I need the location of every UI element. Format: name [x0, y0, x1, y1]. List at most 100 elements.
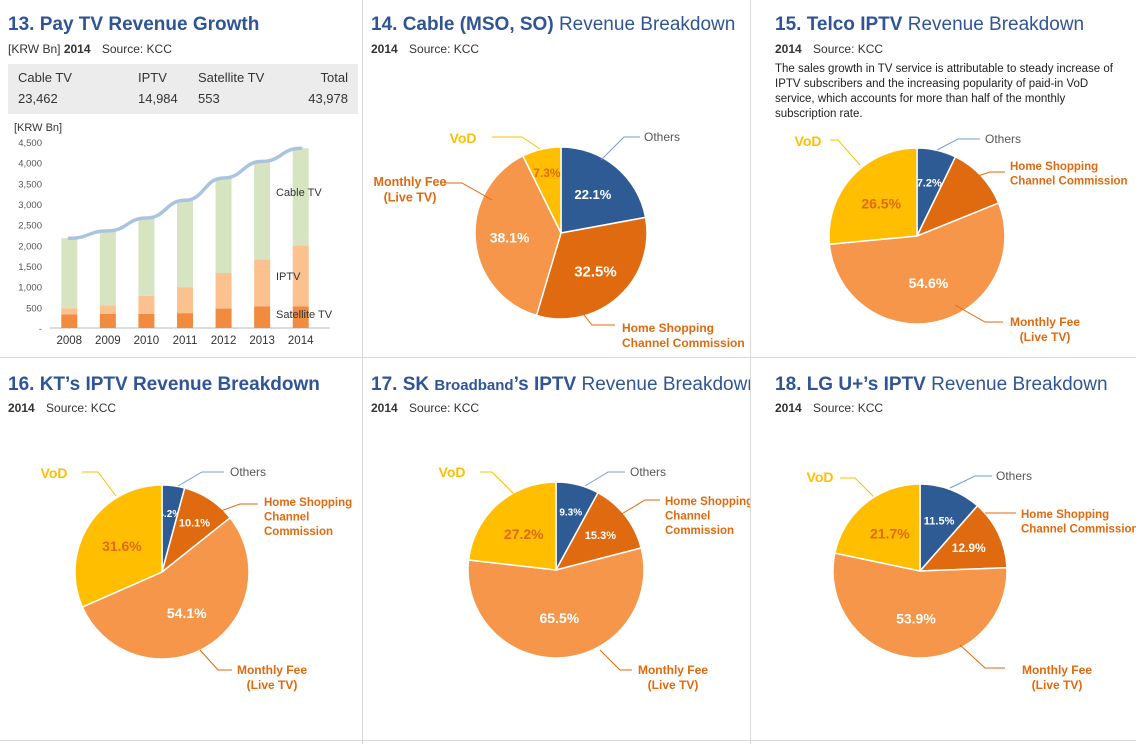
panel-lgu-breakdown: 18. LG U+’s IPTV Revenue Breakdown 2014 …: [751, 358, 1136, 740]
pie-slice-home: [535, 216, 648, 320]
summary-value-iptv: 14,984: [138, 91, 178, 106]
summary-header-satellite: Satellite TV: [198, 70, 265, 85]
callout-leader-line: [177, 471, 224, 487]
y-tick-label: 1,500: [18, 262, 42, 273]
divider-h1: [0, 357, 1136, 358]
unit-label: [KRW Bn]: [8, 42, 61, 56]
callout-leader-line: [959, 644, 1005, 669]
pie-data-label: 38.1%: [490, 229, 530, 245]
callout-leader-line: [949, 475, 992, 489]
pie-slice-monthly: [828, 202, 1006, 325]
panel-kt-breakdown: 16. KT’s IPTV Revenue Breakdown 2014 Sou…: [0, 358, 362, 740]
callout-leader-line: [600, 136, 640, 161]
pie-slice-vod: [74, 484, 163, 609]
callout-leader-line: [936, 138, 980, 151]
panel-title: 13. Pay TV Revenue Growth: [8, 14, 260, 35]
callout-label: (Live TV): [247, 678, 298, 692]
series-label: Satellite TV: [276, 309, 333, 321]
panel-title: 17. SK Broadband’s IPTV Revenue Breakdow…: [371, 374, 750, 395]
pie-slice-monthly: [467, 547, 645, 659]
callout-label: Channel: [665, 511, 710, 523]
panel-telco-iptv-breakdown: 15. Telco IPTV Revenue Breakdown 2014 So…: [751, 0, 1136, 357]
y-tick-label: 3,000: [18, 200, 42, 211]
callout-leader-line: [492, 136, 541, 150]
callout-label: Channel Commission: [1021, 524, 1136, 536]
pie-slice-vod: [521, 146, 562, 234]
callout-label: Others: [630, 465, 666, 479]
bar-segment-satellite-tv: [292, 306, 309, 328]
panel-title: 18. LG U+’s IPTV Revenue Breakdown: [775, 374, 1108, 395]
pie-data-label: 7.2%: [917, 178, 942, 190]
pie-data-label: 15.3%: [585, 530, 616, 542]
pie-data-label: 54.6%: [909, 275, 949, 291]
callout-leader-line: [954, 304, 1003, 323]
pie-slice-vod: [828, 147, 918, 246]
callout-leader-line: [199, 649, 232, 671]
pie-slice-vod: [833, 483, 921, 572]
pie-slice-vod: [467, 481, 557, 571]
bar-segment-iptv: [292, 245, 309, 307]
callout-label: (Live TV): [384, 191, 437, 205]
panel-title: 14. Cable (MSO, SO) Revenue Breakdown: [371, 14, 736, 35]
pie-data-label: 32.5%: [574, 264, 617, 281]
bar-segment-iptv: [99, 305, 116, 314]
callout-leader-line: [217, 503, 258, 513]
summary-value-cable: 23,462: [18, 91, 58, 106]
callout-label: Monthly Fee: [638, 663, 708, 677]
bar-segment-iptv: [254, 259, 271, 307]
y-tick-label: 2,500: [18, 221, 42, 232]
callout-label: Others: [996, 469, 1032, 483]
y-tick-label: 2,000: [18, 241, 42, 252]
source-label: Source: KCC: [409, 401, 480, 415]
pie-chart-lgu: 11.5% 12.9% 53.9% 21.7% Others Home Shopping C…: [807, 469, 1136, 692]
x-tick-label: 2008: [56, 335, 82, 347]
panel-sk-breakdown: 17. SK Broadband’s IPTV Revenue Breakdow…: [363, 358, 750, 740]
callout-label: Monthly Fee: [1022, 663, 1092, 677]
y-tick-label: 3,500: [18, 179, 42, 190]
bar-segment-cable-tv: [177, 200, 193, 288]
pie-data-label: 11.5%: [924, 515, 955, 527]
pie-slice-monthly: [81, 516, 250, 660]
callout-label: Home Shopping: [622, 321, 714, 335]
panel-cable-breakdown: 14. Cable (MSO, SO) Revenue Breakdown 20…: [363, 0, 750, 357]
bar-segment-cable-tv: [99, 230, 116, 306]
panel-subtitle: [KRW Bn] 2014 Source: KCC: [8, 42, 172, 56]
bar-segment-satellite-tv: [61, 314, 78, 328]
year-label: 2014: [775, 42, 802, 56]
pie-data-label: 54.1%: [167, 605, 207, 621]
bar-segment-iptv: [177, 287, 193, 314]
summary-header-cable: Cable TV: [18, 70, 72, 85]
pie-chart-telco: 7.2% 11.7% 54.6% 26.5% Others Home Shopping Ch…: [795, 132, 1128, 344]
bar-segment-satellite-tv: [254, 306, 271, 328]
bar-segment-satellite-tv: [215, 308, 232, 328]
divider-v1: [362, 0, 363, 744]
callout-label: Home Shopping: [264, 497, 352, 509]
pie-data-label: 27.2%: [504, 526, 544, 542]
source-label: Source: KCC: [813, 401, 884, 415]
bar-segment-iptv: [61, 308, 78, 315]
summary-header-total: Total: [320, 70, 348, 85]
pie-chart-cable: 22.1% 32.5% 38.1% 7.3% Others Home ShoppingCh…: [374, 130, 745, 350]
pie-data-label: 11.7%: [940, 192, 974, 206]
callout-label: Monthly Fee: [1010, 315, 1080, 329]
callout-label: Home Shopping: [665, 496, 750, 508]
summary-table: Cable TV IPTV Satellite TV Total 23,462 …: [8, 64, 358, 114]
year-label: 2014: [371, 42, 398, 56]
callout-leader-line: [82, 471, 117, 497]
callout-label: Channel Commission: [1010, 176, 1128, 188]
y-tick-label: -: [39, 324, 42, 335]
callout-label: Channel: [264, 512, 309, 524]
year-label: 2014: [775, 401, 802, 415]
pie-chart-kt: 4.2%10.1% 54.1% 31.6% Others Home Shopping Ch…: [41, 465, 353, 692]
callout-leader-line: [964, 171, 1005, 181]
summary-value-total: 43,978: [308, 91, 348, 106]
pie-data-label: 26.5%: [861, 195, 901, 211]
y-axis-label: [KRW Bn]: [14, 122, 62, 134]
panel-description: The sales growth in TV service is attrib…: [775, 63, 1113, 120]
pie-slice-others: [919, 483, 979, 573]
callout-leader-line: [444, 182, 493, 201]
bar-segment-cable-tv: [215, 177, 232, 274]
pie-data-label: 31.6%: [102, 538, 142, 554]
pie-slice-others: [560, 146, 647, 234]
pie-slice-home: [915, 155, 1000, 238]
